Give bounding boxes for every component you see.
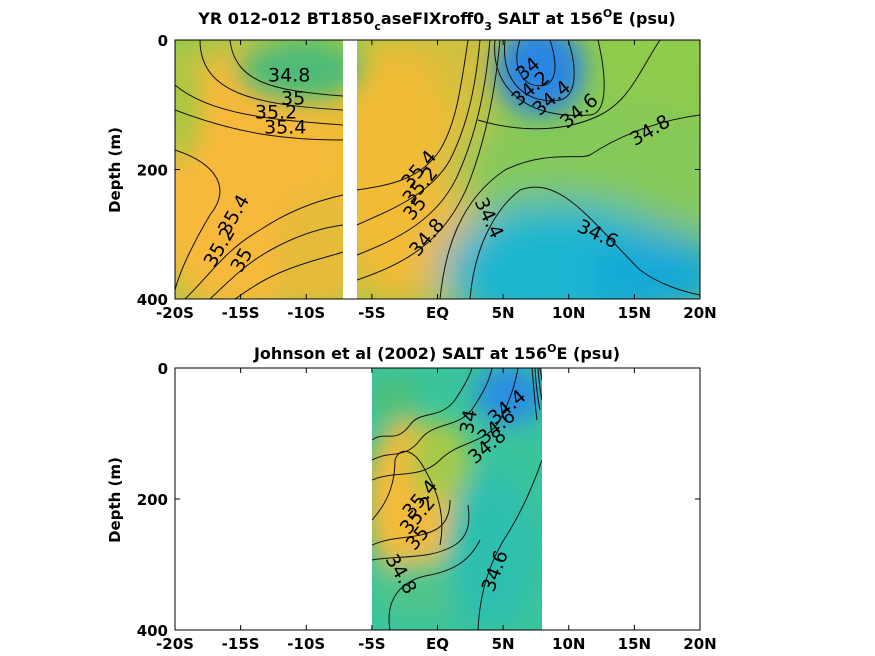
panel-1: YR 012-012 BT1850caseFIXroff03 SALT at 1… <box>106 7 717 322</box>
title-part: SALT at 156 <box>492 9 603 28</box>
x-tick-label: 5N <box>492 635 515 653</box>
title-part: YR 012-012 BT1850 <box>197 9 374 28</box>
panel-2-contours <box>372 368 542 630</box>
x-tick-label: -20S <box>156 304 194 322</box>
panel-1-contours <box>175 40 700 299</box>
x-tick-label: 10N <box>552 635 585 653</box>
contour-label: 35 <box>281 87 305 109</box>
y-tick-label: 400 <box>137 291 168 309</box>
y-tick-label: 200 <box>137 162 168 180</box>
panel-1-ticks: -20S -15S -10S -5S EQ 5N 10N 15N 20N 0 200 400 <box>137 32 717 322</box>
title-part: E (psu) <box>557 344 621 363</box>
x-tick-label: EQ <box>426 304 449 322</box>
x-tick-label: 20N <box>683 635 716 653</box>
x-tick-label: 15N <box>618 304 651 322</box>
title-part: aseFIXroff0 <box>381 9 484 28</box>
x-tick-label: 15N <box>618 635 651 653</box>
contour-label: 34 <box>456 408 482 436</box>
x-tick-label: -10S <box>287 635 325 653</box>
contour-label: 35.4 <box>264 116 306 138</box>
data-gap <box>343 40 357 299</box>
panel-1-ylabel: Depth (m) <box>106 127 124 213</box>
panel-1-field <box>175 40 700 299</box>
x-tick-label: 5N <box>492 304 515 322</box>
x-tick-label: EQ <box>426 635 449 653</box>
x-tick-label: -10S <box>287 304 325 322</box>
y-tick-label: 400 <box>137 622 168 640</box>
title-part: 3 <box>484 20 492 33</box>
x-tick-label: -5S <box>358 304 385 322</box>
title-part: c <box>374 20 381 33</box>
x-tick-label: -5S <box>358 635 385 653</box>
panel-2-field <box>372 368 542 630</box>
x-tick-label: -15S <box>222 304 260 322</box>
x-tick-label: 10N <box>552 304 585 322</box>
title-part: Johnson et al (2002) SALT at 156 <box>253 344 547 363</box>
contour-label: 34.8 <box>268 65 310 87</box>
x-tick-label: -20S <box>156 635 194 653</box>
y-tick-label: 0 <box>158 360 168 378</box>
panel-2-ticks: -20S -15S -10S -5S EQ 5N 10N 15N 20N 0 200 400 <box>137 360 717 653</box>
y-tick-label: 200 <box>137 491 168 509</box>
panel-2: Johnson et al (2002) SALT at 156OE (psu) <box>106 342 717 653</box>
contour-label: 35.2 <box>255 102 297 124</box>
panel-2-ylabel: Depth (m) <box>106 457 124 543</box>
y-tick-label: 0 <box>158 32 168 50</box>
x-tick-label: 20N <box>683 304 716 322</box>
title-part: O <box>547 342 556 355</box>
title-part: O <box>603 7 612 20</box>
x-tick-label: -15S <box>222 635 260 653</box>
panel-1-title: YR 012-012 BT1850caseFIXroff03 SALT at 1… <box>197 7 675 33</box>
panel-2-title: Johnson et al (2002) SALT at 156OE (psu) <box>253 342 620 363</box>
title-part: E (psu) <box>612 9 676 28</box>
